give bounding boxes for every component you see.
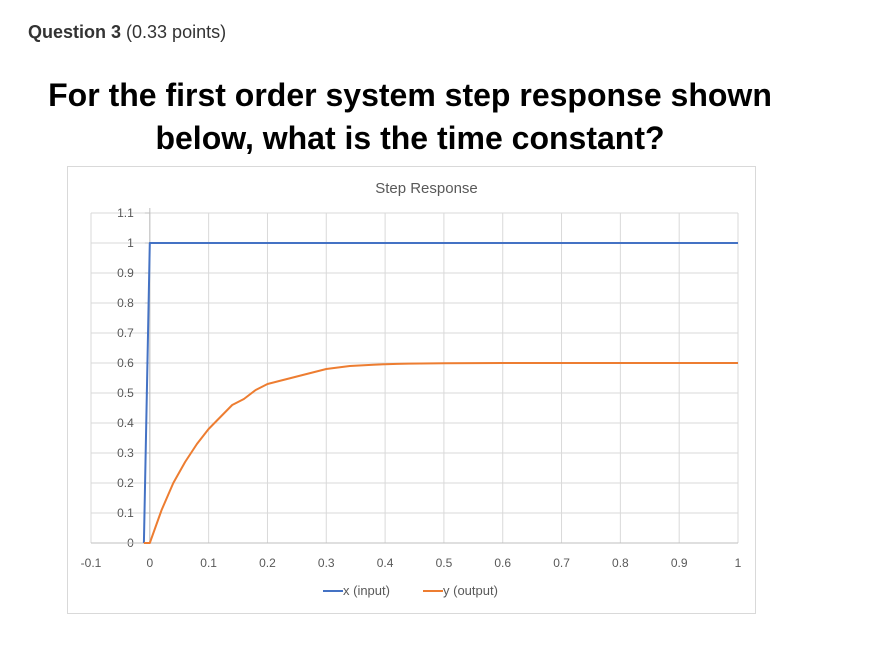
y-tick-label: 1 [127,236,134,250]
question-points: (0.33 points) [126,22,227,42]
prompt-line-1: For the first order system step response… [48,77,772,113]
x-tick-label: 0.5 [436,556,453,570]
x-tick-label: 0.2 [259,556,276,570]
x-tick-label: 0.4 [377,556,394,570]
prompt-line-2: below, what is the time constant? [155,120,665,156]
series-line-input [142,242,738,544]
x-tick-label: 0.8 [612,556,629,570]
x-tick-label: 0.1 [200,556,217,570]
y-tick-label: 0.5 [117,386,134,400]
y-tick-label: 0.1 [117,506,134,520]
x-tick-label: 0.7 [553,556,570,570]
question-prompt: For the first order system step response… [20,74,800,160]
x-tick-label: 0 [146,556,153,570]
x-tick-label: 0.3 [318,556,335,570]
y-tick-label: 0.9 [117,266,134,280]
chart-title: Step Response [375,180,478,197]
y-tick-label: 0.3 [117,446,134,460]
y-tick-label: 0.7 [117,326,134,340]
series-line-output [143,362,738,544]
x-tick-label: -0.1 [81,556,102,570]
question-header: Question 3 (0.33 points) [28,22,226,43]
y-tick-label: 0.4 [117,416,134,430]
y-tick-label: 0.2 [117,476,134,490]
legend-label-input: x (input) [343,583,390,598]
y-tick-label: 0.6 [117,356,134,370]
chart-frame: Step Response 0 0.1 0.2 0.3 0.4 0.5 0.6 0.7 0.8 0.… [67,166,756,614]
x-tick-label: 1 [735,556,742,570]
x-tick-label: 0.6 [494,556,511,570]
question-title: Question 3 [28,22,122,42]
x-tick-label: 0.9 [671,556,688,570]
step-response-chart: Step Response 0 0.1 0.2 0.3 0.4 0.5 0.6 0.7 0.8 0.… [81,180,742,598]
y-tick-label: 0.8 [117,296,134,310]
legend-label-output: y (output) [443,583,498,598]
y-tick-label: 1.1 [117,206,134,220]
